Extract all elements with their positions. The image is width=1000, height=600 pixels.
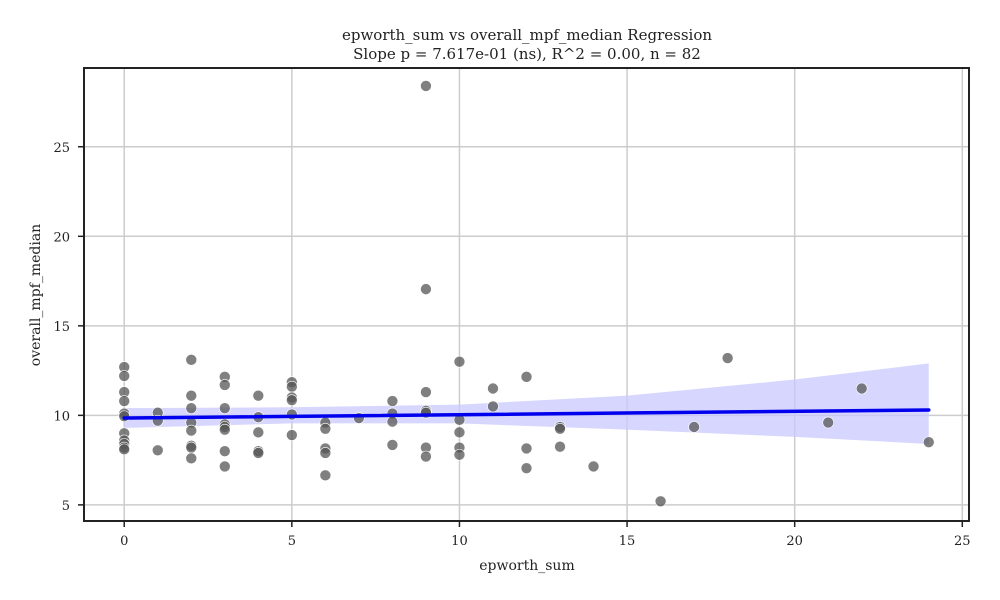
scatter-point xyxy=(386,395,399,407)
scatter-point xyxy=(520,442,533,455)
scatter-point xyxy=(587,460,600,473)
scatter-point xyxy=(118,443,131,456)
x-tick-label: 15 xyxy=(619,534,636,549)
scatter-point xyxy=(453,426,466,439)
y-tick-label: 20 xyxy=(53,230,70,245)
scatter-point xyxy=(185,389,198,402)
scatter-point xyxy=(386,439,399,451)
scatter-point xyxy=(319,447,332,459)
y-tick-label: 10 xyxy=(53,409,70,424)
chart-subtitle: Slope p = 7.617e-01 (ns), R^2 = 0.00, n … xyxy=(353,45,701,63)
scatter-point xyxy=(922,436,935,449)
scatter-point xyxy=(554,440,566,453)
y-axis-label: overall_mpf_median xyxy=(28,224,44,366)
scatter-point xyxy=(319,422,332,435)
scatter-point xyxy=(252,389,265,402)
scatter-point xyxy=(218,445,231,457)
scatter-points xyxy=(118,80,935,508)
scatter-point xyxy=(855,382,868,395)
scatter-point xyxy=(218,423,231,436)
scatter-point xyxy=(218,460,231,473)
scatter-point xyxy=(118,410,131,423)
x-axis-label: epworth_sum xyxy=(479,558,574,574)
x-tick-label: 25 xyxy=(954,534,971,549)
scatter-point xyxy=(286,380,298,393)
grid xyxy=(84,68,969,521)
y-tick-label: 25 xyxy=(53,141,70,156)
scatter-point xyxy=(218,402,231,414)
scatter-point xyxy=(286,429,298,441)
confidence-band-layer xyxy=(124,363,929,445)
scatter-point xyxy=(185,402,198,414)
scatter-point xyxy=(420,283,432,295)
x-tick-label: 10 xyxy=(451,534,468,549)
scatter-point xyxy=(822,416,835,429)
scatter-point xyxy=(286,408,298,421)
scatter-point xyxy=(554,422,566,435)
scatter-point xyxy=(520,371,533,383)
confidence-band xyxy=(124,363,929,445)
scatter-point xyxy=(453,355,466,368)
x-tick-label: 20 xyxy=(786,534,803,549)
scatter-point xyxy=(420,80,432,92)
x-tick-label: 0 xyxy=(120,534,128,549)
scatter-point xyxy=(453,448,466,461)
scatter-point xyxy=(185,424,198,437)
scatter-point xyxy=(185,441,198,454)
scatter-point xyxy=(286,394,298,406)
scatter-point xyxy=(386,415,399,428)
x-tick-label: 5 xyxy=(288,534,296,549)
scatter-point xyxy=(185,354,198,366)
scatter-point xyxy=(520,462,533,474)
y-tick-label: 5 xyxy=(62,499,70,514)
plot-frame xyxy=(83,67,970,522)
scatter-point xyxy=(319,469,332,482)
axis-ticks: 0 5 10 15 20 25 5 10 15 20 25 xyxy=(53,141,970,549)
scatter-point xyxy=(721,352,734,364)
regression-line-layer xyxy=(122,408,931,420)
y-tick-label: 15 xyxy=(53,320,70,335)
scatter-point xyxy=(118,395,131,407)
scatter-point xyxy=(420,386,432,398)
chart-title: epworth_sum vs overall_mpf_median Regres… xyxy=(342,26,712,44)
scatter-point xyxy=(118,370,131,382)
scatter-point xyxy=(420,450,432,463)
scatter-point xyxy=(218,379,231,391)
scatter-point xyxy=(487,400,499,413)
regression-line xyxy=(122,408,931,420)
scatter-point xyxy=(487,382,499,395)
scatter-point xyxy=(151,444,164,457)
scatter-point xyxy=(185,452,198,465)
scatter-point xyxy=(252,426,265,439)
scatter-point xyxy=(654,495,667,508)
scatter-point xyxy=(252,447,265,459)
scatter-point xyxy=(688,421,700,433)
